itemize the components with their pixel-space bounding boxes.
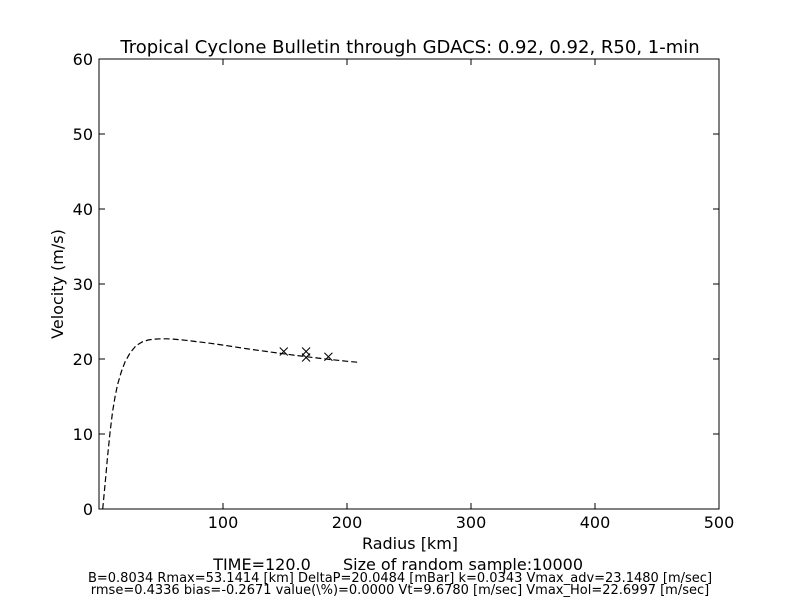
observation-point (279, 347, 289, 356)
y-tick-label: 20 (73, 350, 93, 369)
x-tick-label: 200 (332, 513, 363, 532)
plot-area (98, 58, 720, 510)
y-tick-label: 40 (73, 200, 93, 219)
y-tick-label: 60 (73, 50, 93, 69)
x-tick-labels: 100 200 300 400 500 (208, 513, 735, 532)
y-tick-label: 50 (73, 125, 93, 144)
time-label: TIME=120.0 (212, 555, 311, 574)
y-tick-label: 30 (73, 275, 93, 294)
x-tick-label: 500 (704, 513, 735, 532)
series-layer (102, 338, 360, 510)
observation-point (301, 353, 311, 362)
x-tick-label: 400 (580, 513, 611, 532)
sample-size-label: Size of random sample:10000 (343, 555, 583, 574)
x-axis-label: Radius [km] (362, 534, 458, 553)
y-axis-label: Velocity (m/s) (48, 229, 67, 339)
stats-line-2: rmse=0.4336 bias=-0.2671 value(\%)=0.000… (91, 583, 709, 598)
y-tick-labels: 0 10 20 30 40 50 60 (73, 50, 93, 519)
model-profile-line (102, 338, 360, 510)
y-tick-label: 10 (73, 425, 93, 444)
x-tick-label: 100 (208, 513, 239, 532)
chart-title: Tropical Cyclone Bulletin through GDACS:… (119, 37, 699, 58)
x-tick-label: 300 (456, 513, 487, 532)
observation-point (324, 352, 333, 362)
stats-line-1: B=0.8034 Rmax=53.1414 [km] DeltaP=20.048… (88, 571, 712, 586)
axis-ticks (99, 58, 720, 510)
y-tick-label: 0 (83, 500, 93, 519)
